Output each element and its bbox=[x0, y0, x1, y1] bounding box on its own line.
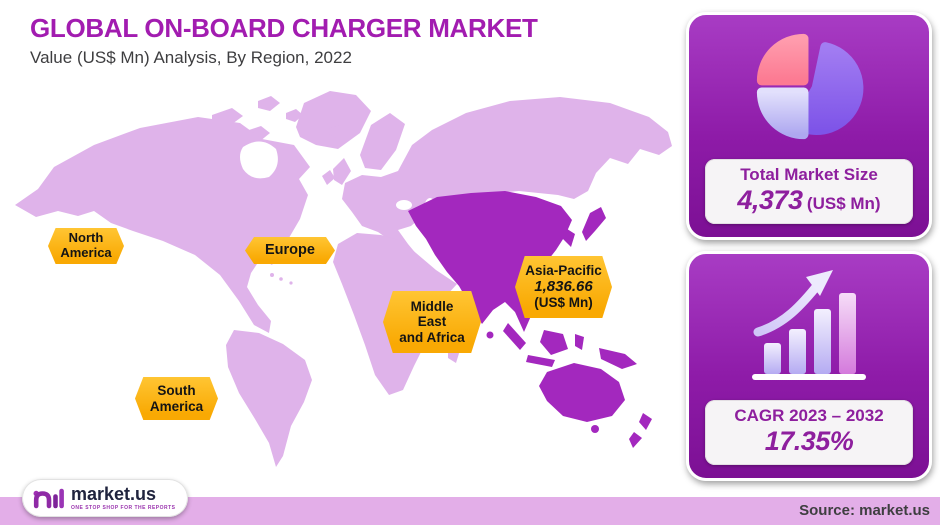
region-name-line: North bbox=[68, 230, 104, 246]
region-unit: (US$ Mn) bbox=[534, 295, 593, 311]
cagr-value: 17.35% bbox=[764, 426, 854, 456]
pie-chart-icon bbox=[689, 15, 929, 159]
map-label-asia-pacific: Asia-Pacific 1,836.66 (US$ Mn) bbox=[515, 256, 612, 318]
map-label-north-america: North America bbox=[48, 228, 124, 264]
region-name-line: South bbox=[157, 383, 196, 399]
logo-wordmark: market.us bbox=[71, 484, 157, 504]
logo-tagline: ONE STOP SHOP FOR THE REPORTS bbox=[71, 505, 176, 511]
source-text: Source: market.us bbox=[799, 502, 930, 519]
market-size-box: Total Market Size 4,373 (US$ Mn) bbox=[705, 159, 913, 224]
market-size-value: 4,373 bbox=[737, 185, 803, 215]
logo-text-column: market.us ONE STOP SHOP FOR THE REPORTS bbox=[71, 485, 176, 511]
continent-greenland bbox=[212, 91, 371, 149]
region-name-line: Europe bbox=[265, 242, 315, 259]
continent-north-america bbox=[15, 117, 310, 333]
page-subtitle: Value (US$ Mn) Analysis, By Region, 2022 bbox=[30, 47, 352, 67]
region-name-line: Middle bbox=[410, 299, 454, 315]
total-market-size-card: Total Market Size 4,373 (US$ Mn) bbox=[686, 12, 932, 240]
continent-south-america bbox=[226, 330, 312, 467]
page-title: GLOBAL ON-BOARD CHARGER MARKET bbox=[30, 13, 538, 43]
map-label-south-america: South America bbox=[135, 377, 218, 420]
growth-bar-chart-icon bbox=[689, 254, 929, 400]
map-label-middle-east-africa: Middle East and Africa bbox=[383, 291, 481, 353]
region-name-line: America bbox=[60, 245, 112, 260]
market-size-value-row: 4,373 (US$ Mn) bbox=[711, 185, 907, 216]
cagr-card: CAGR 2023 – 2032 17.35% bbox=[686, 251, 932, 481]
map-label-europe: Europe bbox=[245, 237, 335, 264]
region-name-line: East bbox=[417, 314, 447, 330]
header: GLOBAL ON-BOARD CHARGER MARKET Value (US… bbox=[30, 14, 538, 68]
region-name-line: and Africa bbox=[399, 329, 465, 345]
region-name-line: America bbox=[149, 398, 204, 414]
market-size-unit: (US$ Mn) bbox=[806, 194, 881, 213]
market-size-label: Total Market Size bbox=[740, 165, 878, 184]
cagr-label: CAGR 2023 – 2032 bbox=[734, 406, 884, 425]
region-value: 1,836.66 bbox=[534, 277, 593, 295]
cagr-box: CAGR 2023 – 2032 17.35% bbox=[705, 400, 913, 465]
marketus-logo-icon bbox=[33, 488, 64, 509]
region-name-line: Asia-Pacific bbox=[525, 263, 602, 279]
marketus-logo: market.us ONE STOP SHOP FOR THE REPORTS bbox=[22, 479, 188, 517]
